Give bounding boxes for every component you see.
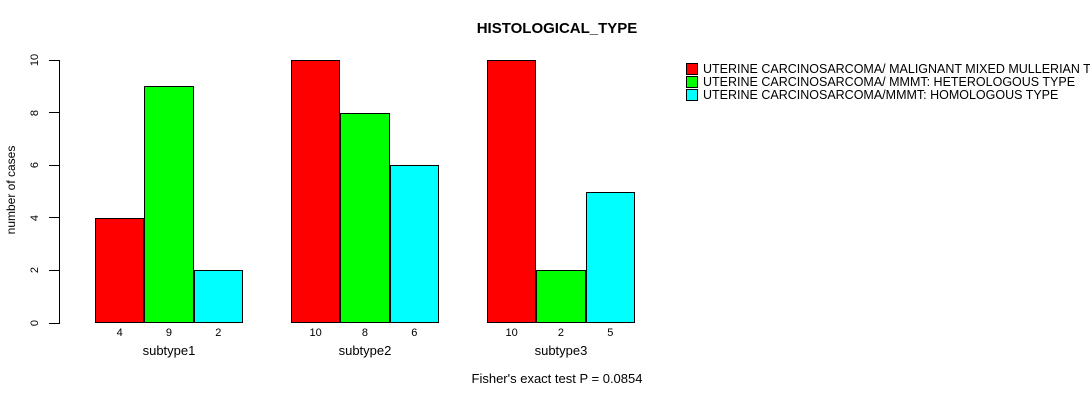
y-axis-tick-label: 6 [29, 162, 41, 169]
y-axis-tick [49, 112, 60, 114]
bar-subtype2-series2 [389, 165, 439, 323]
legend-item-label: UTERINE CARCINOSARCOMA/ MMMT: HETEROLOGO… [703, 75, 1076, 90]
y-axis-tick-label: 2 [29, 267, 41, 274]
y-axis-tick-label: 8 [29, 109, 41, 116]
legend-item: UTERINE CARCINOSARCOMA/ MALIGNANT MIXED … [686, 61, 1090, 76]
bar-value-label: 6 [411, 327, 418, 339]
bar-subtype1-series2 [193, 270, 243, 323]
bar-subtype2-series0 [291, 60, 341, 323]
bar-value-label: 10 [505, 327, 518, 339]
bar-value-label: 2 [557, 327, 565, 339]
y-axis-tick-label: 4 [29, 214, 41, 221]
y-axis-tick [49, 164, 60, 166]
legend: UTERINE CARCINOSARCOMA/ MALIGNANT MIXED … [686, 62, 1090, 102]
legend-item: UTERINE CARCINOSARCOMA/MMMT: HOMOLOGOUS … [686, 88, 1090, 103]
y-axis-title: number of cases [4, 145, 18, 235]
y-axis-line [59, 60, 60, 323]
legend-color-swatch-icon [686, 76, 698, 89]
bar-subtype3-series2 [585, 191, 635, 323]
y-axis-tick [49, 217, 60, 219]
y-axis-tick [49, 59, 60, 61]
bar-subtype3-series1 [536, 270, 586, 323]
fisher-test-annotation: Fisher's exact test P = 0.0854 [471, 371, 643, 386]
x-category-label: subtype3 [534, 343, 588, 358]
legend-item-label: UTERINE CARCINOSARCOMA/MMMT: HOMOLOGOUS … [703, 88, 1059, 103]
bar-subtype3-series0 [487, 60, 537, 323]
bar-value-label: 2 [215, 327, 222, 339]
bar-value-label: 8 [361, 327, 369, 339]
bar-subtype1-series1 [144, 86, 194, 323]
legend-item-label: UTERINE CARCINOSARCOMA/ MALIGNANT MIXED … [703, 61, 1090, 76]
y-axis-tick [49, 269, 60, 271]
y-axis-tick [49, 322, 60, 324]
bar-value-label: 9 [165, 327, 173, 339]
chart-title: HISTOLOGICAL_TYPE [476, 20, 638, 37]
bar-subtype1-series0 [95, 217, 145, 323]
legend-item: UTERINE CARCINOSARCOMA/ MMMT: HETEROLOGO… [686, 75, 1090, 90]
bar-subtype2-series1 [340, 112, 390, 323]
x-category-label: subtype1 [142, 343, 196, 358]
legend-color-swatch-icon [686, 89, 698, 102]
bar-value-label: 5 [607, 327, 614, 339]
y-axis-tick-label: 0 [29, 319, 41, 327]
x-category-label: subtype2 [338, 343, 392, 358]
bar-value-label: 4 [116, 327, 123, 339]
legend-color-swatch-icon [686, 62, 698, 75]
bar-value-label: 10 [309, 327, 322, 339]
y-axis-tick-label: 10 [29, 53, 41, 67]
